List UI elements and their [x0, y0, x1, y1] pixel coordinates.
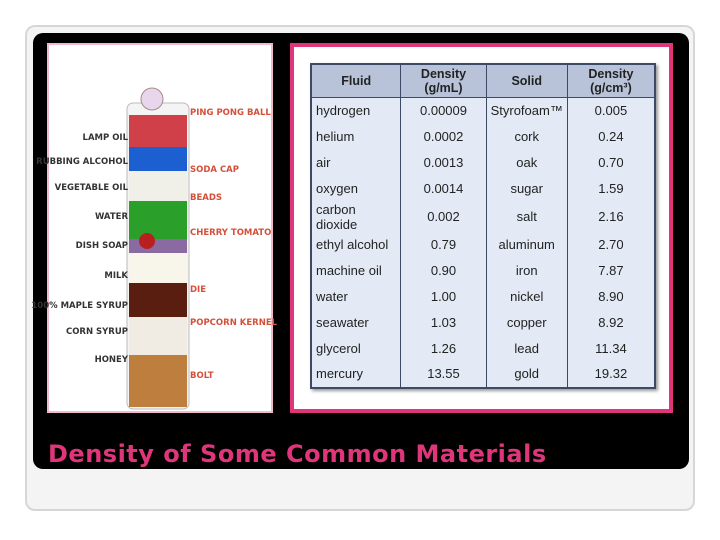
left-label: WATER [94, 212, 128, 222]
table-cell: air [310, 149, 402, 176]
table-cell: gold [485, 361, 568, 388]
table-cell: 2.16 [566, 201, 656, 232]
left-label: 100% MAPLE SYRUP [31, 301, 128, 311]
table-cell: water [310, 283, 402, 310]
table-cell: 8.92 [566, 309, 656, 336]
right-label: BEADS [190, 193, 223, 203]
table-row: carbon dioxide 0.002 salt 2.16 [310, 201, 656, 232]
table-cell: 0.90 [400, 257, 487, 284]
left-label: CORN SYRUP [65, 327, 128, 337]
header-cell: Density (g/cm³) [566, 63, 656, 98]
left-label: HONEY [94, 355, 128, 365]
table-cell: 13.55 [400, 361, 487, 388]
table-cell: helium [310, 123, 402, 150]
table-cell: carbon dioxide [310, 201, 402, 232]
right-label: BOLT [190, 371, 214, 381]
table-cell: 19.32 [566, 361, 656, 388]
table-row: machine oil 0.90 iron 7.87 [310, 257, 656, 284]
header-cell: Density (g/mL) [400, 63, 487, 98]
density-table: Fluid Density (g/mL) Solid Density (g/cm³) h… [310, 63, 656, 389]
table-cell: 0.70 [566, 149, 656, 176]
right-label: PING PONG BALL [190, 108, 271, 118]
table-cell: 1.03 [400, 309, 487, 336]
table-cell: 1.00 [400, 283, 487, 310]
table-cell: hydrogen [310, 97, 402, 124]
table-cell: copper [485, 309, 568, 336]
table-cell: 0.002 [400, 201, 487, 232]
right-label: SODA CAP [190, 165, 239, 175]
header-cell: Fluid [310, 63, 402, 98]
left-label: VEGETABLE OIL [54, 183, 128, 193]
right-label: DIE [190, 285, 207, 295]
table-cell: oxygen [310, 175, 402, 202]
slide-title: Density of Some Common Materials [48, 440, 547, 468]
table-row: helium 0.0002 cork 0.24 [310, 123, 656, 150]
table-cell: salt [485, 201, 568, 232]
table-cell: Styrofoam™ [485, 97, 568, 124]
table-row: mercury 13.55 gold 19.32 [310, 361, 656, 388]
table-cell: ethyl alcohol [310, 231, 402, 258]
header-cell: Solid [485, 63, 568, 98]
right-label: POPCORN KERNEL [190, 318, 278, 328]
table-cell: 11.34 [566, 335, 656, 362]
table-cell: 2.70 [566, 231, 656, 258]
table-row: seawater 1.03 copper 8.92 [310, 309, 656, 336]
left-label: MILK [104, 271, 128, 281]
left-label: DISH SOAP [75, 241, 128, 251]
table-cell: nickel [485, 283, 568, 310]
table-cell: 0.24 [566, 123, 656, 150]
table-cell: seawater [310, 309, 402, 336]
table-cell: 0.00009 [400, 97, 487, 124]
table-cell: iron [485, 257, 568, 284]
table-cell: 0.0002 [400, 123, 487, 150]
table-cell: cork [485, 123, 568, 150]
table-cell: 1.26 [400, 335, 487, 362]
table-cell: sugar [485, 175, 568, 202]
table-row: ethyl alcohol 0.79 aluminum 2.70 [310, 231, 656, 258]
table-cell: aluminum [485, 231, 568, 258]
table-cell: 0.79 [400, 231, 487, 258]
table-cell: glycerol [310, 335, 402, 362]
table-cell: machine oil [310, 257, 402, 284]
table-row: hydrogen 0.00009 Styrofoam™ 0.005 [310, 97, 656, 124]
density-column [126, 87, 190, 410]
table-row: glycerol 1.26 lead 11.34 [310, 335, 656, 362]
table-cell: oak [485, 149, 568, 176]
table-cell: 7.87 [566, 257, 656, 284]
table-cell: lead [485, 335, 568, 362]
table-cell: 0.0014 [400, 175, 487, 202]
left-label: LAMP OIL [82, 133, 128, 143]
table-row: air 0.0013 oak 0.70 [310, 149, 656, 176]
right-label: CHERRY TOMATO [190, 228, 272, 238]
table-cell: 8.90 [566, 283, 656, 310]
table-cell: mercury [310, 361, 402, 388]
table-cell: 1.59 [566, 175, 656, 202]
table-row: oxygen 0.0014 sugar 1.59 [310, 175, 656, 202]
left-label: RUBBING ALCOHOL [36, 157, 128, 167]
table-cell: 0.005 [566, 97, 656, 124]
table-cell: 0.0013 [400, 149, 487, 176]
table-row: water 1.00 nickel 8.90 [310, 283, 656, 310]
